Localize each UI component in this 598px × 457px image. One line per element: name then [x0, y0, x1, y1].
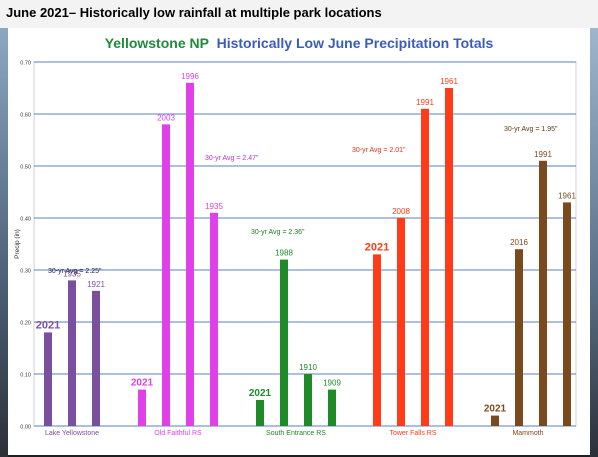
y-tick-label: 0.10: [20, 373, 31, 379]
y-tick-label: 0.50: [20, 165, 31, 171]
y-tick-label: 0.00: [20, 425, 31, 431]
bar-group-1: 2021 2003 1996 1935 Old Faithful RS 30-yr Avg…: [131, 72, 259, 437]
bar-year-label: 2008: [392, 207, 410, 216]
bar: [304, 374, 312, 426]
bar: [44, 332, 52, 426]
bar-year-label: 1988: [275, 249, 293, 258]
bar-group-0: 2021 1935 1921 Lake Yellowstone 30-yr Avg = …: [36, 268, 106, 437]
y-axis-label: Precip (in): [14, 229, 21, 259]
bar-year-label: 1935: [205, 202, 223, 211]
chart-title-park: Yellowstone NP: [105, 35, 209, 51]
group-label: Lake Yellowstone: [45, 430, 99, 437]
slide-header-bar: June 2021– Historically low rainfall at …: [0, 0, 598, 28]
bar: [515, 249, 523, 426]
bar-year-label: 2003: [157, 113, 175, 122]
bar: [138, 389, 146, 426]
bar: [373, 254, 381, 426]
slide-heading: June 2021– Historically low rainfall at …: [6, 5, 382, 20]
avg-annotation: 30-yr Avg = 2.47": [205, 155, 259, 162]
y-tick-label: 0.60: [20, 113, 31, 119]
y-tick-label: 0.70: [20, 61, 31, 67]
chart-card: Yellowstone NP Historically Low June Pre…: [8, 28, 590, 455]
bar-year-label: 1991: [416, 98, 434, 107]
y-tick-label: 0.20: [20, 321, 31, 327]
bar-year-label: 2021: [36, 319, 60, 331]
bar-group-3: 2021 2008 1991 1961 Tower Falls RS 30-yr Avg …: [352, 77, 458, 437]
bar-year-label: 2021: [484, 404, 507, 415]
bar-year-label: 1935: [63, 269, 81, 278]
y-tick-label: 0.30: [20, 269, 31, 275]
bar-year-label: 1961: [558, 191, 576, 200]
group-label: South Entrance RS: [266, 430, 326, 437]
bar: [256, 400, 264, 426]
bar: [397, 218, 405, 426]
bar-year-label: 1991: [534, 150, 552, 159]
bar-year-label: 1961: [440, 77, 458, 86]
right-background-strip: [590, 28, 598, 457]
bar: [421, 108, 429, 427]
bar: [491, 415, 499, 426]
avg-annotation: 30-yr Avg = 2.25": [48, 268, 102, 275]
bar-group-4: 2021 2016 1991 1961 Mammoth 30-yr Avg = 1.95": [484, 126, 577, 437]
bar-year-label: 1921: [87, 280, 105, 289]
group-label: Mammoth: [512, 430, 543, 437]
chart-title: Yellowstone NP Historically Low June Pre…: [105, 35, 494, 51]
bar: [445, 88, 453, 426]
group-label: Old Faithful RS: [154, 430, 202, 437]
bar: [68, 280, 76, 426]
bar-group-2: 2021 1988 1910 1909 South Entrance RS 30-yr A…: [249, 229, 342, 437]
bar: [162, 124, 170, 427]
plot-area: 0.00 0.10 0.20 0.30 0.40 0.50 0.60 0.70 Precip (…: [14, 61, 576, 438]
bar: [186, 82, 194, 427]
bar: [328, 389, 336, 426]
bar: [280, 259, 288, 426]
group-label: Tower Falls RS: [389, 430, 436, 437]
left-background-strip: [0, 28, 8, 457]
bar-year-label: 1996: [181, 72, 199, 81]
bar-year-label: 2016: [510, 238, 528, 247]
bar: [92, 290, 100, 426]
avg-annotation: 30-yr Avg = 2.36": [251, 229, 305, 236]
y-tick-label: 0.40: [20, 217, 31, 223]
bar: [539, 160, 547, 427]
bar-year-label: 2021: [365, 241, 389, 253]
avg-annotation: 30-yr Avg = 1.95": [504, 126, 558, 133]
bar-year-label: 1910: [299, 363, 317, 372]
bar: [210, 212, 218, 426]
precipitation-chart: Yellowstone NP Historically Low June Pre…: [14, 35, 576, 438]
bar-year-label: 1909: [323, 379, 341, 388]
bar-year-label: 2021: [249, 388, 272, 399]
avg-annotation: 30-yr Avg = 2.01": [352, 147, 406, 154]
bar: [563, 202, 571, 426]
bar-year-label: 2021: [131, 378, 154, 389]
chart-title-rest: Historically Low June Precipitation Tota…: [217, 35, 494, 51]
